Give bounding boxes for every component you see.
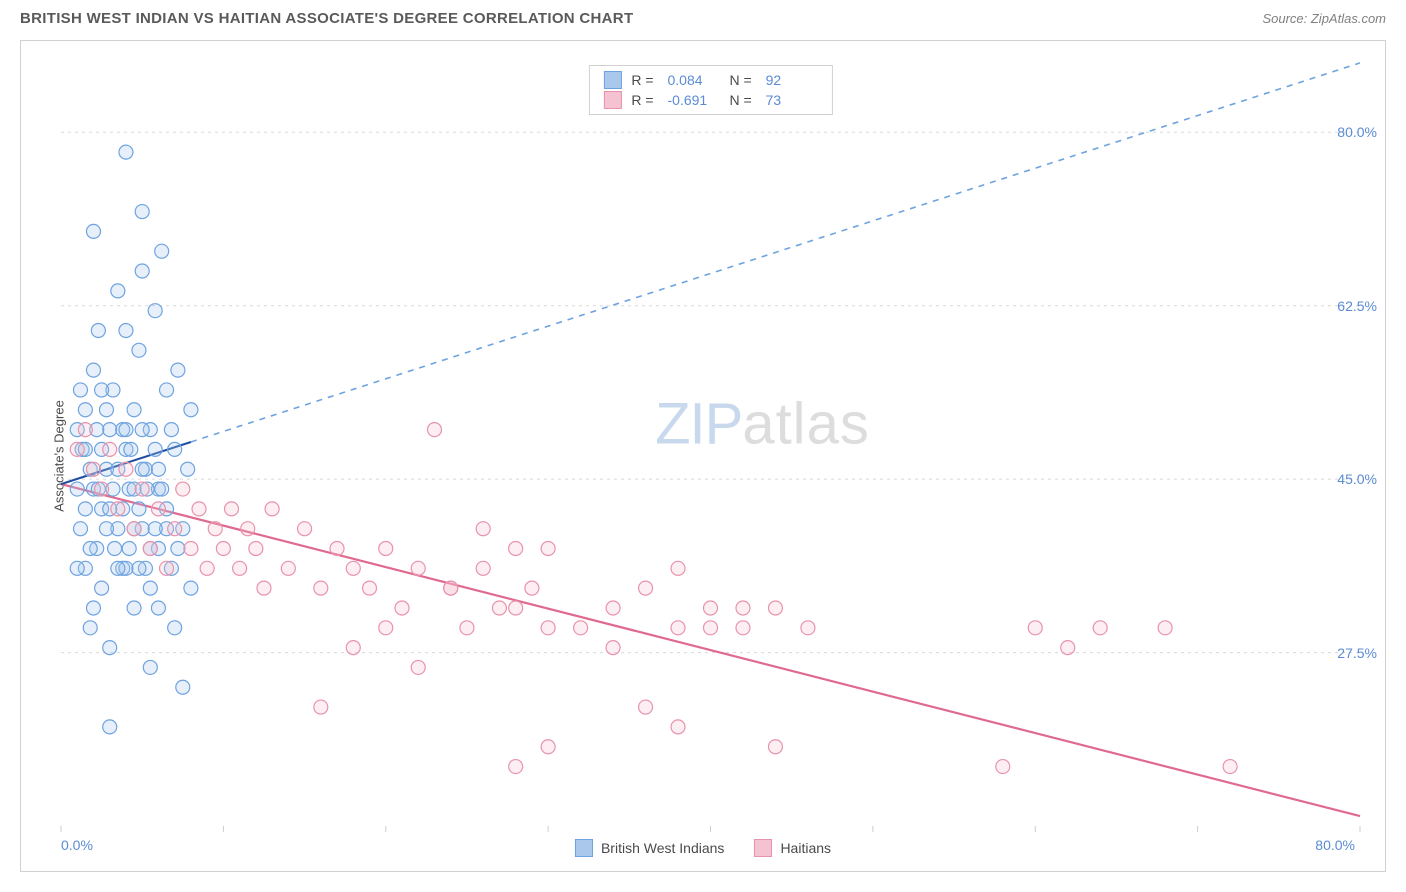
stats-r-value-haitian: -0.691 xyxy=(668,92,720,108)
chart-frame: Associate's Degree ZIPatlas R = 0.084 N … xyxy=(20,40,1386,872)
legend-swatch-haitian xyxy=(754,839,772,857)
legend-label-bwi: British West Indians xyxy=(601,840,724,856)
stats-r-value-bwi: 0.084 xyxy=(668,72,720,88)
y-tick-label: 27.5% xyxy=(1337,645,1377,661)
stats-n-value-haitian: 73 xyxy=(766,92,818,108)
x-axis-min-label: 0.0% xyxy=(61,837,93,853)
chart-header: BRITISH WEST INDIAN VS HAITIAN ASSOCIATE… xyxy=(0,0,1406,33)
stats-n-value-bwi: 92 xyxy=(766,72,818,88)
stats-swatch-haitian xyxy=(603,91,621,109)
scatter-plot-svg xyxy=(61,53,1360,826)
source-attribution: Source: ZipAtlas.com xyxy=(1262,11,1386,26)
x-axis-max-label: 80.0% xyxy=(1315,837,1355,853)
plot-area: ZIPatlas R = 0.084 N = 92 R = -0.691 N =… xyxy=(61,53,1360,826)
stats-n-label: N = xyxy=(730,92,756,108)
stats-n-label: N = xyxy=(730,72,756,88)
stats-legend-box: R = 0.084 N = 92 R = -0.691 N = 73 xyxy=(588,65,832,115)
stats-r-label: R = xyxy=(631,72,657,88)
stats-r-label: R = xyxy=(631,92,657,108)
stats-swatch-bwi xyxy=(603,71,621,89)
legend-item-haitian: Haitians xyxy=(754,839,831,857)
chart-title: BRITISH WEST INDIAN VS HAITIAN ASSOCIATE… xyxy=(20,10,633,27)
stats-row-bwi: R = 0.084 N = 92 xyxy=(603,70,817,90)
y-tick-label: 62.5% xyxy=(1337,298,1377,314)
legend-item-bwi: British West Indians xyxy=(575,839,724,857)
y-tick-label: 80.0% xyxy=(1337,124,1377,140)
legend-swatch-bwi xyxy=(575,839,593,857)
stats-row-haitian: R = -0.691 N = 73 xyxy=(603,90,817,110)
y-tick-label: 45.0% xyxy=(1337,471,1377,487)
legend-label-haitian: Haitians xyxy=(780,840,831,856)
series-legend: British West Indians Haitians xyxy=(575,839,831,857)
